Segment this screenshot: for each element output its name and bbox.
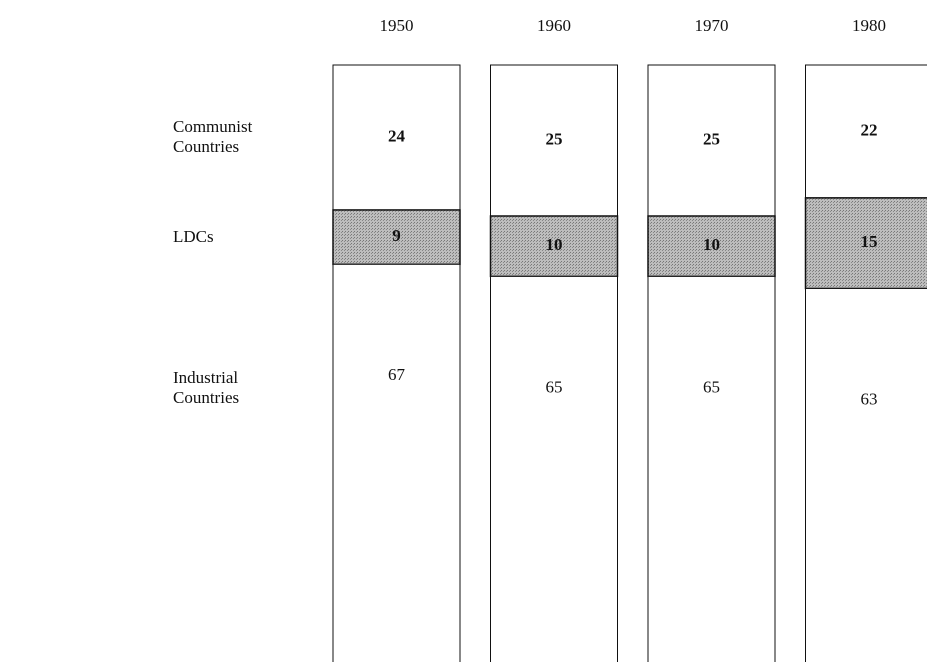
bar-segment — [489, 215, 619, 278]
data-label: 65 — [703, 377, 720, 396]
legend-label: LDCs — [173, 227, 214, 247]
data-label: 10 — [546, 235, 563, 254]
bar-segment — [805, 64, 927, 199]
data-label: 63 — [861, 389, 878, 408]
data-label: 9 — [392, 226, 401, 245]
x-tick-label: 1970 — [695, 16, 729, 35]
bar-segment — [490, 275, 618, 662]
x-tick-label: 1950 — [380, 16, 414, 35]
bar-segment — [647, 215, 776, 278]
data-label: 10 — [703, 235, 720, 254]
legend-label: Communist Countries — [173, 117, 253, 157]
legend-label: Industrial Countries — [173, 368, 240, 408]
bar-segment — [332, 64, 461, 211]
data-label: 15 — [861, 232, 878, 251]
data-label: 24 — [388, 126, 406, 145]
bar-segment — [490, 64, 618, 217]
x-tick-label: 1960 — [537, 16, 571, 35]
bar-segment — [332, 263, 461, 662]
data-label: 65 — [546, 377, 563, 396]
bar-segment — [332, 209, 461, 266]
bar-segment — [805, 287, 927, 662]
x-tick-label: 1980 — [852, 16, 886, 35]
data-label: 22 — [861, 120, 878, 139]
data-label: 67 — [388, 365, 406, 384]
bar-segment — [647, 64, 776, 217]
data-label: 25 — [703, 129, 720, 148]
bar-segment — [804, 197, 927, 290]
bar-segment — [647, 275, 776, 662]
data-label: 25 — [546, 129, 563, 148]
